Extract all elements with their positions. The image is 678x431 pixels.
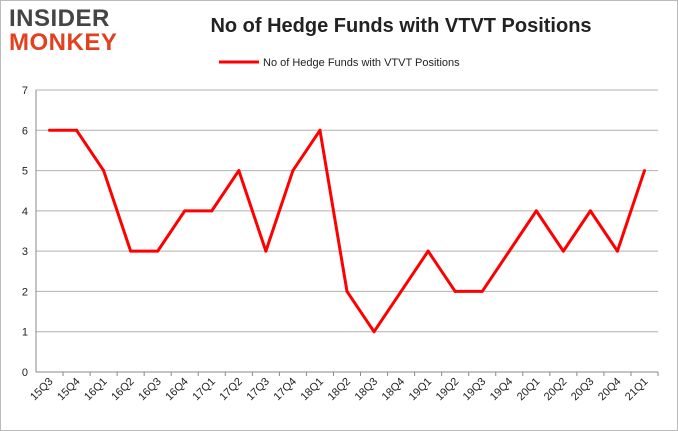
y-tick-label: 5 (22, 166, 28, 178)
data-point (75, 128, 79, 132)
data-point (183, 209, 187, 213)
data-point (480, 289, 484, 293)
x-tick-label: 16Q1 (82, 376, 110, 404)
data-point (453, 289, 457, 293)
data-point (561, 249, 565, 253)
x-tick-label: 16Q3 (136, 376, 164, 404)
y-tick-label: 4 (22, 206, 28, 218)
x-tick-label: 18Q3 (353, 376, 381, 404)
data-point (642, 169, 646, 173)
x-tick-label: 18Q4 (380, 376, 408, 404)
x-tick-label: 20Q2 (542, 376, 570, 404)
data-point (534, 209, 538, 213)
data-point (102, 169, 106, 173)
y-tick-label: 6 (22, 125, 28, 137)
legend-label: No of Hedge Funds with VTVT Positions (263, 57, 460, 69)
data-point (291, 169, 295, 173)
series-line (49, 128, 646, 334)
data-point (588, 209, 592, 213)
data-point (345, 289, 349, 293)
x-tick-label: 21Q1 (623, 376, 651, 404)
data-point (237, 169, 241, 173)
x-tick-label: 19Q3 (461, 376, 489, 404)
x-tick-label: 18Q2 (326, 376, 354, 404)
x-tick-label: 17Q2 (217, 376, 245, 404)
data-point (264, 249, 268, 253)
logo-line2: MONKEY (9, 29, 118, 56)
x-tick-label: 16Q4 (163, 376, 191, 404)
data-point (399, 289, 403, 293)
data-point (48, 128, 52, 132)
x-tick-label: 18Q1 (299, 376, 327, 404)
x-tick-label: 20Q3 (569, 376, 597, 404)
y-tick-label: 2 (22, 286, 28, 298)
x-tick-label: 19Q4 (488, 376, 516, 404)
x-tick-label: 15Q4 (55, 376, 83, 404)
data-point (129, 249, 133, 253)
chart-title: No of Hedge Funds with VTVT Positions (210, 15, 592, 37)
y-tick-label: 3 (22, 246, 28, 258)
data-point (156, 249, 160, 253)
logo-line1: INSIDER (9, 5, 110, 32)
x-tick-label: 16Q2 (109, 376, 137, 404)
x-tick-label: 17Q3 (244, 376, 272, 404)
data-point (210, 209, 214, 213)
y-tick-label: 0 (22, 367, 28, 379)
data-point (615, 249, 619, 253)
data-point (318, 128, 322, 132)
y-tick-label: 1 (22, 327, 28, 339)
x-tick-label: 17Q4 (272, 376, 300, 404)
y-tick-label: 7 (22, 85, 28, 97)
x-tick-label: 20Q4 (596, 376, 624, 404)
x-tick-label: 19Q2 (434, 376, 462, 404)
data-point (426, 249, 430, 253)
x-tick-label: 17Q1 (190, 376, 218, 404)
insider-monkey-logo: INSIDER MONKEY (9, 7, 117, 55)
x-tick-label: 20Q1 (515, 376, 543, 404)
x-tick-label: 15Q3 (28, 376, 56, 404)
x-tick-label: 19Q1 (407, 376, 435, 404)
data-point (507, 249, 511, 253)
data-point (372, 330, 376, 334)
